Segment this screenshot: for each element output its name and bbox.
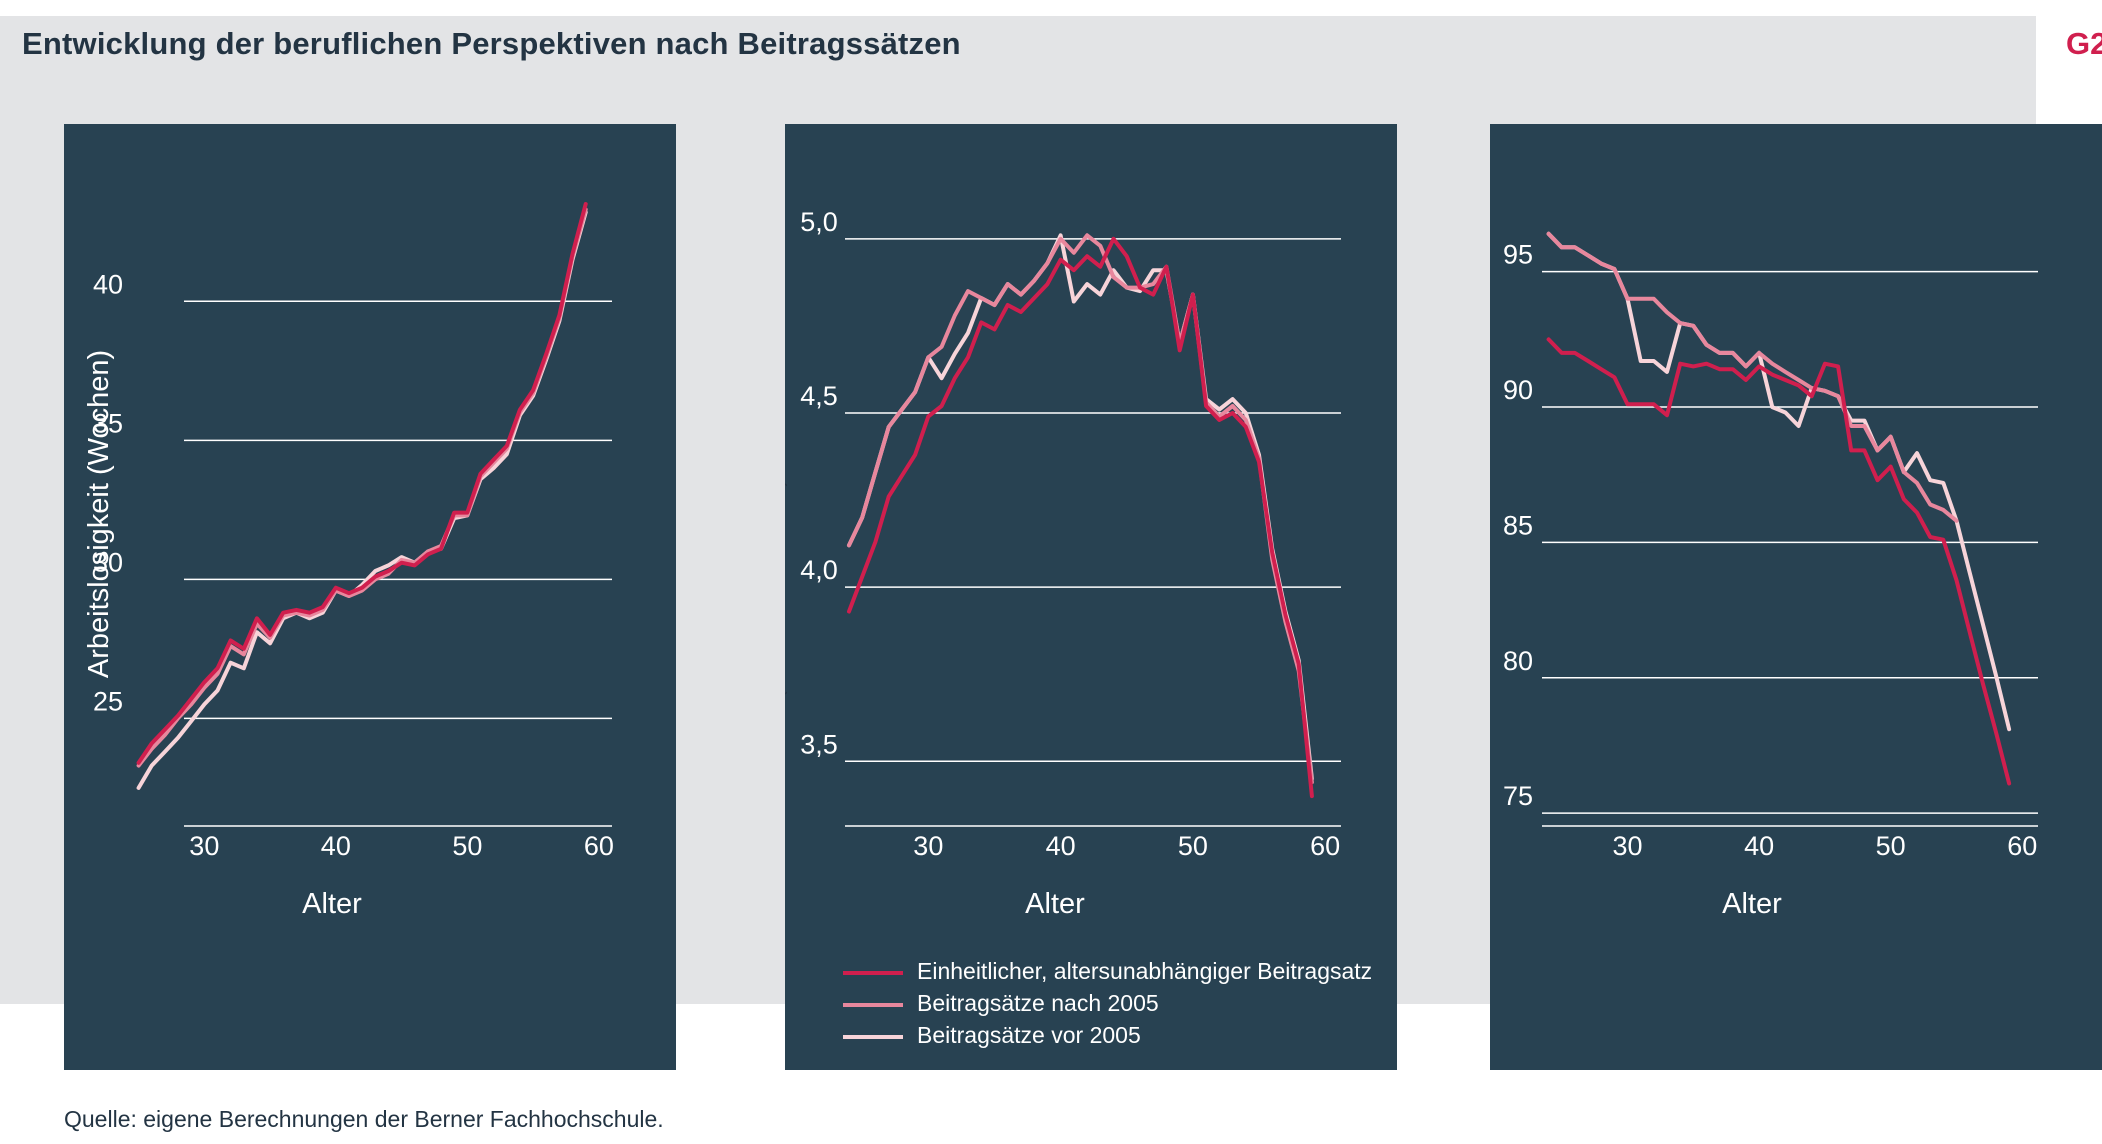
y-tick-label: 4,5 — [800, 381, 838, 411]
x-axis-label: Alter — [302, 888, 362, 920]
x-tick-label: 40 — [1046, 831, 1076, 861]
series-line — [847, 236, 1314, 799]
x-axis-label: Alter — [1722, 888, 1782, 920]
x-tick-label: 60 — [584, 831, 614, 861]
x-tick-label: 60 — [2007, 831, 2037, 861]
x-tick-label: 50 — [1876, 831, 1906, 861]
x-tick-label: 60 — [1310, 831, 1340, 861]
x-tick-label: 40 — [1744, 831, 1774, 861]
series-line — [847, 233, 1314, 781]
series-line — [847, 233, 1314, 785]
y-tick-label: 40 — [93, 269, 123, 299]
y-tick-label: 85 — [1503, 510, 1533, 540]
series-line — [136, 202, 588, 765]
panel-arbeitslosigkeit: 25 30 35 40 30 40 50 60 Alter Arbeitslosigkeit (W… — [64, 124, 676, 1070]
chart-wahrscheinlichkeit: 758085909530405060AlterWahrscheinlichkei… — [1503, 231, 2038, 920]
legend-swatch — [843, 1035, 903, 1039]
y-axis-label: Arbeitslosigkeit (Wochen) — [83, 350, 115, 678]
figure-tag: G2 — [2066, 26, 2102, 61]
y-tick-label: 35 — [93, 408, 123, 438]
y-tick-label: 25 — [93, 686, 123, 716]
x-tick-label: 30 — [1613, 831, 1643, 861]
legend-label: Beitragsätze vor 2005 — [917, 1022, 1141, 1048]
panel-lohn: 3,54,04,55,030405060AlterLohn bei Wieder… — [785, 124, 1397, 1070]
legend-label: Einheitlicher, altersunabhängiger Beitra… — [917, 958, 1373, 984]
series-line — [1546, 231, 1959, 523]
y-tick-label: 95 — [1503, 240, 1533, 270]
y-tick-label: 90 — [1503, 375, 1533, 405]
legend-swatch — [843, 971, 903, 975]
panel-wahrscheinlichkeit: 758085909530405060AlterWahrscheinlichkei… — [1490, 124, 2102, 1070]
y-axis-sublabel: (Tausend Franken/Monat) — [785, 480, 788, 698]
x-tick-label: 40 — [321, 831, 351, 861]
legend-label: Beitragsätze nach 2005 — [917, 990, 1159, 1016]
background-notch — [2036, 16, 2102, 124]
series-line — [1546, 231, 2012, 732]
figure-title: Entwicklung der beruflichen Perspektiven… — [22, 26, 961, 61]
y-tick-label: 4,0 — [800, 555, 838, 585]
y-tick-label: 75 — [1503, 781, 1533, 811]
x-axis-label: Alter — [1025, 888, 1085, 920]
y-tick-label: 3,5 — [800, 729, 838, 759]
x-tick-label: 50 — [452, 831, 482, 861]
legend-swatch — [843, 1003, 903, 1007]
chart-arbeitslosigkeit: 25 30 35 40 30 40 50 60 Alter Arbeitslosigkeit (W… — [83, 202, 614, 920]
x-tick-label: 30 — [913, 831, 943, 861]
y-tick-label: 80 — [1503, 646, 1533, 676]
x-tick-label: 50 — [1178, 831, 1208, 861]
chart-lohn: 3,54,04,55,030405060AlterLohn bei Wieder… — [785, 207, 1341, 920]
series-line — [1546, 337, 2012, 786]
x-tick-label: 30 — [189, 831, 219, 861]
y-tick-label: 5,0 — [800, 207, 838, 237]
series-line — [136, 210, 588, 790]
y-tick-label: 30 — [93, 547, 123, 577]
source-note: Quelle: eigene Berechnungen der Berner F… — [64, 1106, 664, 1132]
